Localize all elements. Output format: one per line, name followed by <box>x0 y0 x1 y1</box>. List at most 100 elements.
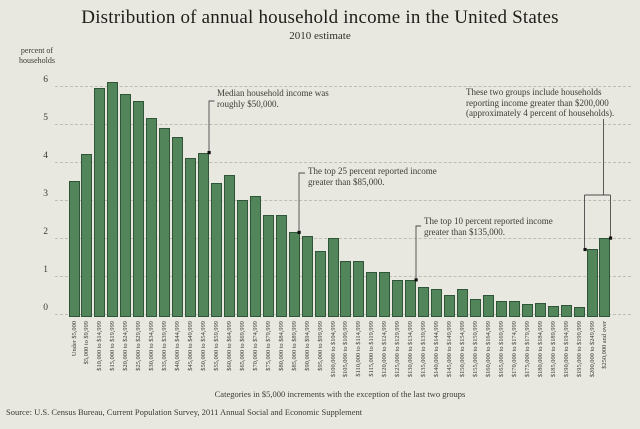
bar <box>146 118 158 317</box>
x-tick-label: $130,000 to $134,999 <box>407 321 415 378</box>
bar <box>340 260 352 317</box>
x-tick-label: $120,000 to $124,999 <box>381 321 389 378</box>
x-tick-label: $20,000 to $24,999 <box>122 321 130 371</box>
bar <box>249 196 261 317</box>
x-tick-label: $125,000 to $129,999 <box>394 321 402 378</box>
bar <box>547 305 559 317</box>
bar <box>94 87 106 317</box>
x-tick-label: $70,000 to $74,999 <box>251 321 259 371</box>
annotation-text-line: These two groups include households <box>466 87 602 97</box>
bar <box>431 289 443 317</box>
y-tick-label: 5 <box>43 113 48 123</box>
y-tick-label: 1 <box>43 265 48 275</box>
bar <box>405 279 417 317</box>
x-tick-label: $95,000 to $99,999 <box>316 321 324 371</box>
x-tick-label: $55,000 to $59,999 <box>212 321 220 371</box>
x-tick-label: $180,000 to $184,999 <box>536 321 544 378</box>
bar <box>392 279 404 317</box>
y-tick-label: 3 <box>43 189 48 199</box>
bar <box>469 298 481 317</box>
x-tick-label: $175,000 to $179,999 <box>523 321 531 378</box>
x-tick-label: $160,000 to $164,999 <box>484 321 492 378</box>
y-tick-label: 0 <box>43 303 48 313</box>
x-tick-label: $45,000 to $49,999 <box>187 321 195 371</box>
chart-subtitle: 2010 estimate <box>289 30 351 42</box>
x-tick-label: $60,000 to $64,999 <box>225 321 233 371</box>
y-axis-title-line: percent of <box>20 46 54 55</box>
x-tick-label: $85,000 to $89,999 <box>290 321 298 371</box>
bar <box>366 272 378 317</box>
x-axis-footnote: Categories in $5,000 increments with the… <box>214 389 466 399</box>
bar <box>133 101 145 317</box>
bar <box>482 295 494 317</box>
x-tick-label: $170,000 to $174,999 <box>510 321 518 378</box>
annotation-top-two-groups: These two groups include households repo… <box>466 87 636 119</box>
x-tick-label: $75,000 to $79,999 <box>264 321 272 371</box>
source-note: Source: U.S. Census Bureau, Current Popu… <box>6 407 363 417</box>
bar <box>314 251 326 317</box>
x-tick-label: $140,000 to $144,999 <box>433 321 441 378</box>
bar <box>262 215 274 317</box>
chart-title: Distribution of annual household income … <box>81 7 559 28</box>
annotation-text-line: Median household income was <box>217 88 329 98</box>
x-tick-label: $185,000 to $189,999 <box>549 321 557 378</box>
bar <box>444 295 456 317</box>
x-tick-label: $65,000 to $69,999 <box>238 321 246 371</box>
annotation-text-line: greater than $85,000. <box>308 176 385 187</box>
bar <box>508 300 520 317</box>
annotation-text-line: The top 25 percent reported income <box>308 166 437 176</box>
x-tick-label: $150,000 to $154,999 <box>459 321 466 378</box>
y-axis-title: percent of households <box>8 46 66 66</box>
bar <box>172 137 184 317</box>
x-tick-label: $25,000 to $29,999 <box>135 321 143 371</box>
bar <box>560 304 572 317</box>
y-tick-label: 4 <box>43 151 48 161</box>
y-tick-label: 6 <box>43 75 48 85</box>
annotation-median-income: Median household income was roughly $50,… <box>217 88 357 109</box>
gridline <box>55 200 631 201</box>
y-axis-title-line: households <box>19 56 55 65</box>
x-tick-label: $100,000 to $104,999 <box>329 321 337 378</box>
bar <box>327 238 339 317</box>
bar <box>198 152 209 317</box>
annotation-text-line: (approximately 4 percent of households). <box>466 108 615 118</box>
bar <box>159 127 171 317</box>
bar <box>301 236 313 317</box>
bar <box>534 302 546 317</box>
annotation-text-line: The top 10 percent reported income <box>424 216 553 226</box>
x-tick-label: $190,000 to $194,999 <box>562 321 570 378</box>
bar <box>185 158 197 317</box>
x-tick-label: Under $5,000 <box>70 321 78 357</box>
bar <box>81 154 93 317</box>
bar <box>68 181 80 317</box>
x-tick-label: $50,000 to $54,999 <box>200 321 207 371</box>
x-tick-label: $80,000 to $84,999 <box>277 321 285 371</box>
bar <box>495 300 507 317</box>
x-tick-label: $10,000 to $14,999 <box>96 321 104 371</box>
gridline <box>55 124 631 125</box>
bar <box>457 289 468 317</box>
bar <box>573 307 585 317</box>
x-tick-label: $5,000 to $9,999 <box>83 321 91 365</box>
x-tick-label: $105,000 to $109,999 <box>342 321 350 378</box>
gridline <box>55 238 631 239</box>
x-tick-label: $135,000 to $139,999 <box>420 321 428 378</box>
x-tick-label: $30,000 to $34,999 <box>148 321 156 371</box>
x-tick-label: $15,000 to $19,999 <box>109 321 117 371</box>
bar <box>223 175 235 317</box>
bar <box>107 82 119 317</box>
x-tick-label: $90,000 to $94,999 <box>303 321 311 371</box>
x-tick-label: $35,000 to $39,999 <box>161 321 169 371</box>
bar <box>379 272 391 317</box>
x-tick-label: $200,000 to $249,999 <box>588 321 596 378</box>
x-tick-label: $145,000 to $149,999 <box>446 321 454 378</box>
x-tick-label: $250,000 and over <box>601 321 609 369</box>
x-tick-label: $165,000 to $169,999 <box>497 321 505 378</box>
x-tick-label: $40,000 to $44,999 <box>174 321 182 371</box>
bar <box>210 182 222 317</box>
x-tick-label: $115,000 to $119,999 <box>368 321 376 377</box>
annotation-text-line: roughly $50,000. <box>217 98 279 109</box>
annotation-top-10-percent: The top 10 percent reported income great… <box>424 216 594 237</box>
annotation-top-25-percent: The top 25 percent reported income great… <box>308 166 468 187</box>
